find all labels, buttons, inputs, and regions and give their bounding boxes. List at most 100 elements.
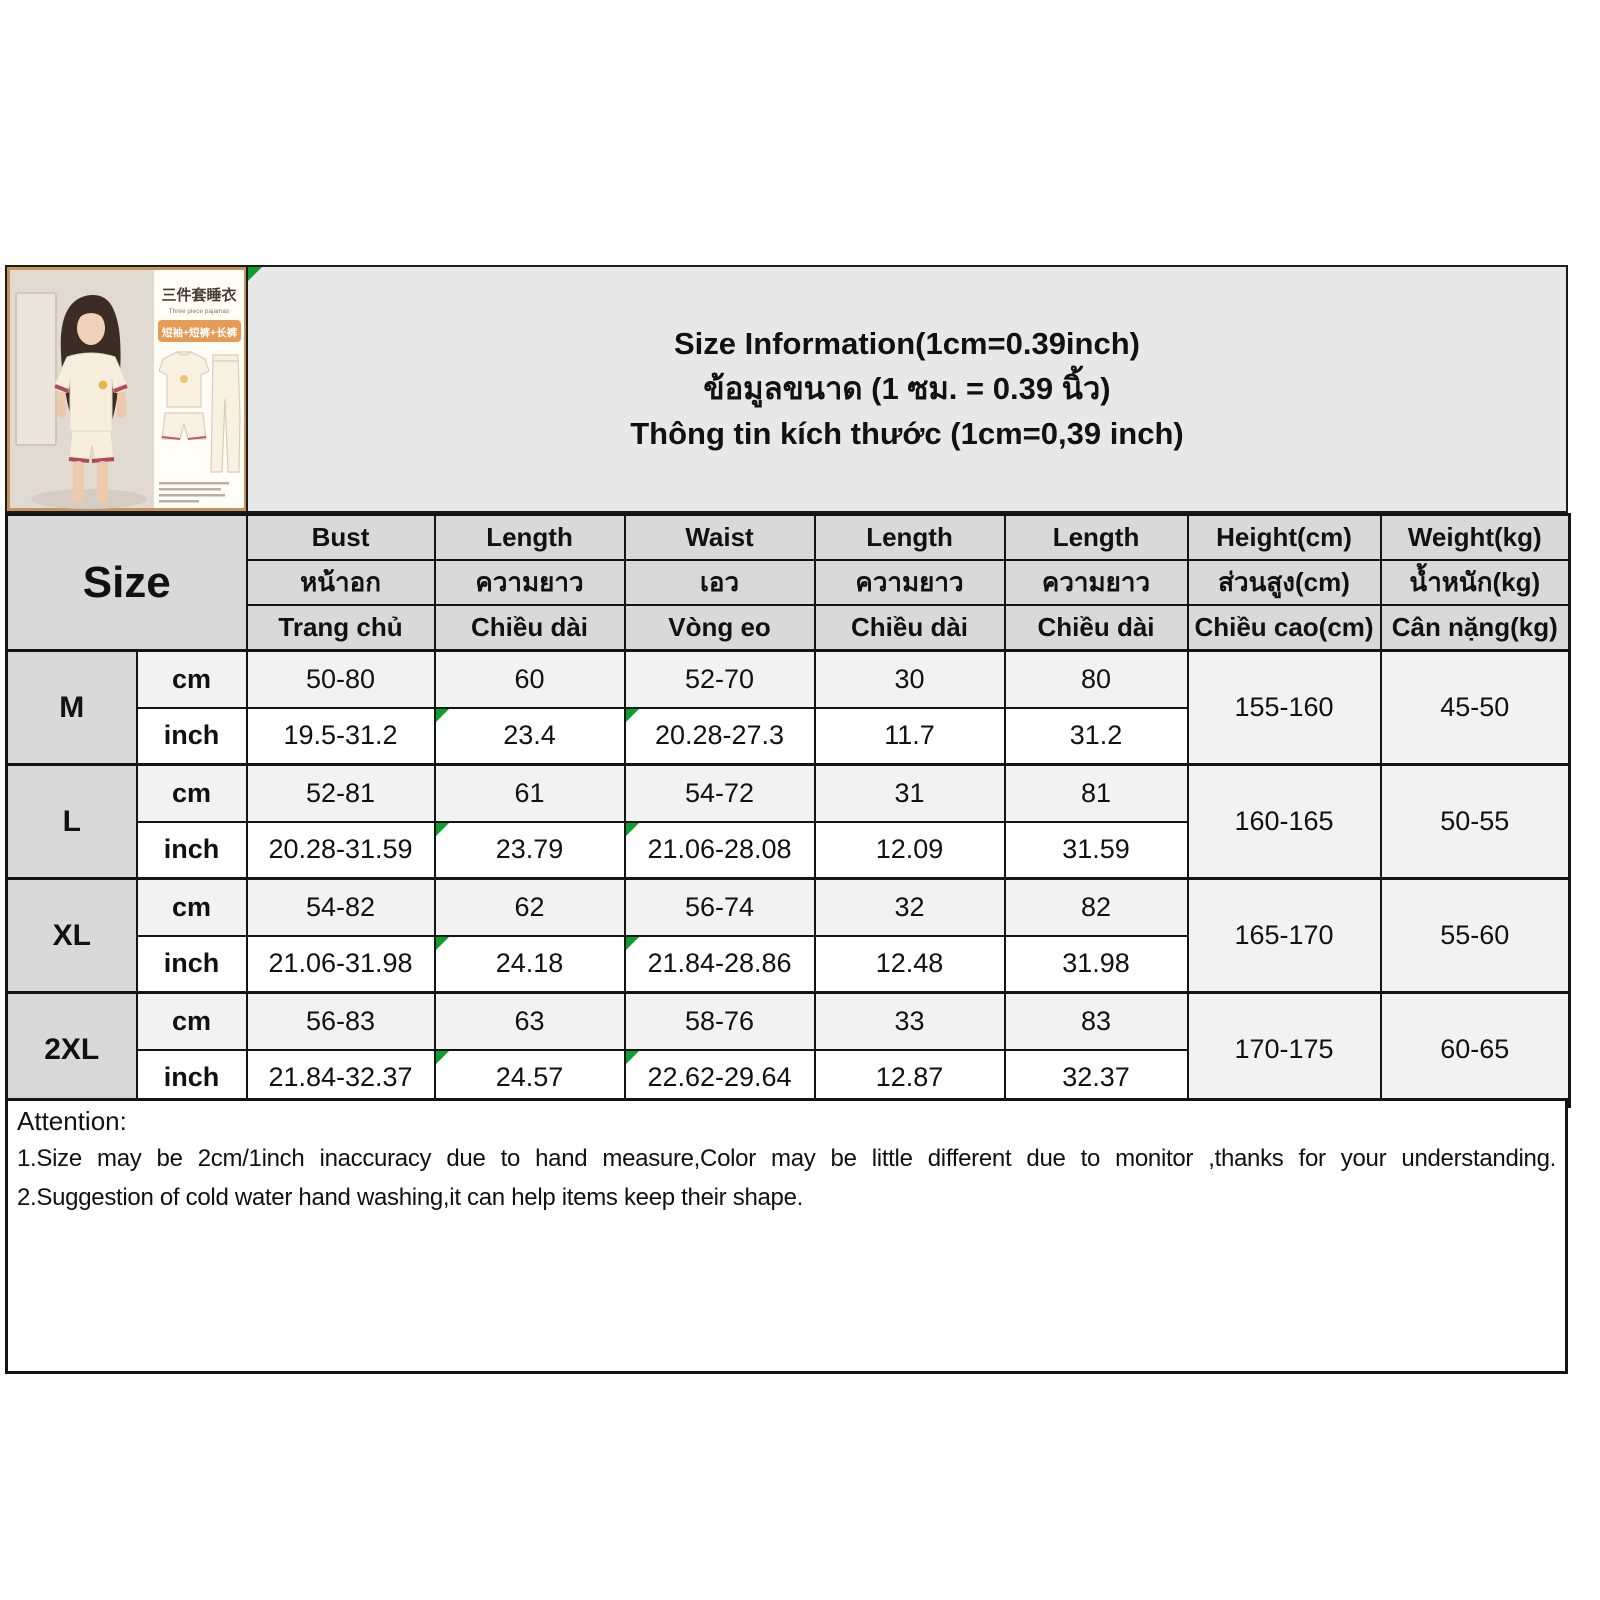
col-header-waist-vi: Vòng eo	[623, 604, 816, 652]
cell-xl-cm-bust: 54-82	[245, 877, 436, 937]
cell-xl-inch-length3: 31.98	[1003, 934, 1189, 994]
col-header-waist-th: เอว	[623, 559, 816, 606]
cell-value: 21.06-28.08	[647, 834, 792, 865]
col-header-length1-th: ความยาว	[433, 559, 626, 606]
fine-print-line	[159, 494, 225, 497]
col-header-waist-en: Waist	[623, 513, 816, 561]
row-m-cm: M cm 50-80 60 52-70 30 80 155-160 45-50	[5, 649, 1571, 766]
green-corner-marker-icon	[626, 1051, 639, 1064]
fine-print-line	[159, 482, 229, 485]
face	[77, 311, 105, 345]
unit-cm: cm	[135, 649, 248, 709]
cell-m-cm-length1: 60	[433, 649, 626, 709]
cell-2xl-cm-length2: 33	[813, 991, 1006, 1051]
cell-2xl-height: 170-175	[1186, 991, 1382, 1108]
row-l-inch: inch 20.28-31.59 23.79 21.06-28.08 12.09…	[7, 820, 1570, 880]
size-l: L	[5, 763, 138, 880]
size-table: Size Bust Length Waist Length Length Hei…	[5, 513, 1572, 1108]
size-header-cell: Size	[5, 513, 248, 652]
col-header-height-en: Height(cm)	[1186, 513, 1382, 561]
row-2xl-cm: 2XL cm 56-83 63 58-76 33 83 170-175 60-6…	[5, 991, 1571, 1108]
attention-title: Attention:	[17, 1106, 127, 1136]
hair-fringe	[77, 309, 105, 319]
cell-2xl-inch-length1: 24.57	[433, 1048, 626, 1108]
col-header-weight-th: น้ำหนัก(kg)	[1379, 559, 1571, 606]
col-header-length2-en: Length	[813, 513, 1006, 561]
cell-xl-cm-length1: 62	[433, 877, 626, 937]
row-xl-inch: inch 21.06-31.98 24.18 21.84-28.86 12.48…	[7, 934, 1570, 994]
page-title-thai: ข้อมูลขนาด (1 ซม. = 0.39 นิ้ว)	[703, 370, 1111, 406]
cell-l-cm-length3: 81	[1003, 763, 1189, 823]
col-header-weight-en: Weight(kg)	[1379, 513, 1571, 561]
row-m-inch: inch 19.5-31.2 23.4 20.28-27.3 11.7 31.2	[7, 706, 1570, 766]
header-row-vietnamese: Trang chủ Chiều dài Vòng eo Chiều dài Ch…	[7, 604, 1571, 652]
cell-l-height: 160-165	[1186, 763, 1382, 880]
cell-l-inch-length1: 23.79	[433, 820, 626, 880]
col-header-length2-vi: Chiều dài	[813, 604, 1006, 652]
cell-l-inch-length3: 31.59	[1003, 820, 1189, 880]
cell-value: 20.28-27.3	[654, 720, 785, 751]
arm-left	[57, 392, 66, 418]
attention-section: Attention: 1.Size may be 2cm/1inch inacc…	[5, 1098, 1568, 1374]
chest-graphic	[98, 380, 108, 390]
header-row-english: Size Bust Length Waist Length Length Hei…	[5, 513, 1571, 652]
col-header-height-vi: Chiều cao(cm)	[1186, 604, 1382, 652]
page-title-vietnamese: Thông tin kích thước (1cm=0,39 inch)	[630, 416, 1184, 452]
cell-m-inch-waist: 20.28-27.3	[623, 706, 816, 766]
flatlay-pants	[210, 354, 241, 473]
page-title-english: Size Information(1cm=0.39inch)	[674, 325, 1140, 361]
card-title-en: Three piece pajamas	[169, 308, 230, 315]
cell-l-cm-bust: 52-81	[245, 763, 436, 823]
cell-l-cm-length2: 31	[813, 763, 1006, 823]
cell-m-inch-length2: 11.7	[813, 706, 1006, 766]
cell-xl-inch-bust: 21.06-31.98	[245, 934, 436, 994]
cell-l-inch-waist: 21.06-28.08	[623, 820, 816, 880]
size-information-header: Size Information(1cm=0.39inch) ข้อมูลขนา…	[248, 265, 1568, 513]
leg-right	[97, 461, 108, 503]
green-corner-marker-icon	[436, 937, 449, 950]
attention-note-1: 1.Size may be 2cm/1inch inaccuracy due t…	[17, 1145, 1556, 1172]
product-image: 三件套睡衣 Three piece pajamas 短袖+短裤+长裤	[5, 265, 248, 513]
green-corner-marker-icon	[436, 1051, 449, 1064]
card-banner	[158, 320, 241, 342]
unit-inch: inch	[135, 934, 248, 994]
sleeve-trim-left	[54, 384, 69, 393]
cell-m-inch-bust: 19.5-31.2	[245, 706, 436, 766]
cell-m-height: 155-160	[1186, 649, 1382, 766]
attention-note-2: 2.Suggestion of cold water hand washing,…	[17, 1184, 804, 1212]
card-banner-text: 短袖+短裤+长裤	[162, 326, 238, 339]
col-header-length3-th: ความยาว	[1003, 559, 1189, 606]
cell-2xl-inch-length2: 12.87	[813, 1048, 1006, 1108]
size-2xl: 2XL	[5, 991, 138, 1108]
unit-cm: cm	[135, 763, 248, 823]
cell-m-cm-bust: 50-80	[245, 649, 436, 709]
cell-m-weight: 45-50	[1379, 649, 1571, 766]
top-section: 三件套睡衣 Three piece pajamas 短袖+短裤+长裤 Size …	[5, 265, 1568, 513]
green-corner-marker-icon	[626, 823, 639, 836]
cell-value: 24.57	[495, 1062, 564, 1093]
cell-m-cm-length2: 30	[813, 649, 1006, 709]
cell-xl-height: 165-170	[1186, 877, 1382, 994]
header-row-thai: หน้าอก ความยาว เอว ความยาว ความยาว ส่วนส…	[7, 559, 1571, 606]
col-header-weight-vi: Cân nặng(kg)	[1379, 604, 1571, 652]
col-header-bust-en: Bust	[245, 513, 436, 561]
cell-m-cm-waist: 52-70	[623, 649, 816, 709]
cell-value: 22.62-29.64	[647, 1062, 792, 1093]
row-xl-cm: XL cm 54-82 62 56-74 32 82 165-170 55-60	[5, 877, 1571, 994]
cell-2xl-cm-length1: 63	[433, 991, 626, 1051]
cell-value: 24.18	[495, 948, 564, 979]
unit-inch: inch	[135, 820, 248, 880]
col-header-bust-th: หน้าอก	[245, 559, 436, 606]
green-corner-marker-icon	[436, 709, 449, 722]
shorts-trim-left	[68, 457, 90, 463]
col-header-bust-vi: Trang chủ	[245, 604, 436, 652]
sleeve-trim-right	[113, 384, 128, 393]
flatlay-shorts-trim-right	[187, 436, 207, 440]
green-corner-marker-icon	[436, 823, 449, 836]
size-m: M	[5, 649, 138, 766]
cell-l-inch-bust: 20.28-31.59	[245, 820, 436, 880]
cell-l-inch-length2: 12.09	[813, 820, 1006, 880]
cell-xl-weight: 55-60	[1379, 877, 1571, 994]
cell-m-inch-length1: 23.4	[433, 706, 626, 766]
